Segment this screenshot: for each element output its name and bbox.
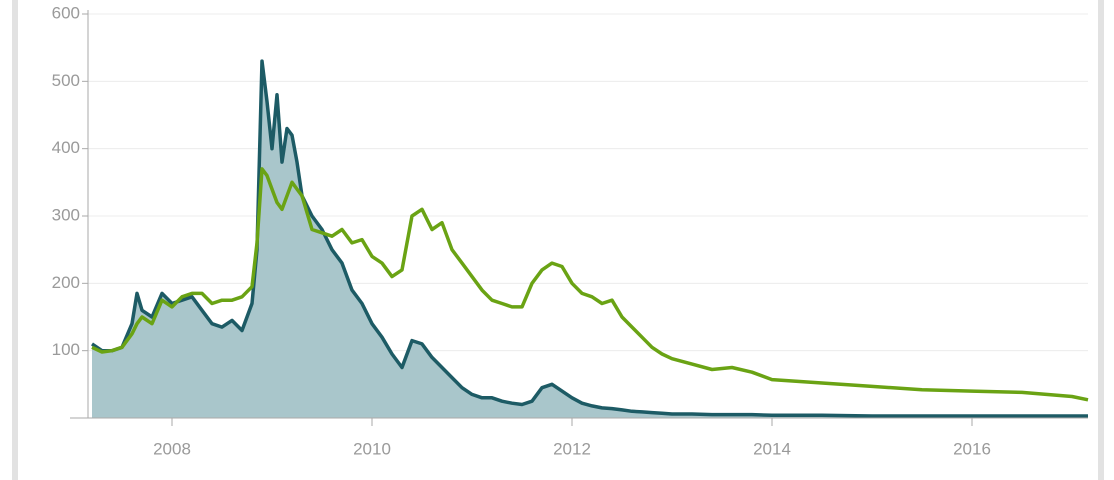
y-tick-label: 500 — [52, 71, 80, 90]
x-tick-label: 2014 — [753, 439, 791, 458]
x-tick-label: 2016 — [953, 439, 991, 458]
y-tick-label: 300 — [52, 205, 80, 224]
area — [92, 61, 1088, 418]
x-tick-label: 2010 — [353, 439, 391, 458]
frame-right — [1098, 0, 1104, 480]
y-tick-label: 200 — [52, 273, 80, 292]
line — [91, 59, 1088, 418]
line — [91, 167, 1089, 402]
y-tick-label: 600 — [52, 3, 80, 22]
y-tick-label: 100 — [52, 340, 80, 359]
frame-left — [12, 0, 18, 480]
y-tick-label: 400 — [52, 138, 80, 157]
x-tick-label: 2008 — [153, 439, 191, 458]
x-tick-label: 2012 — [553, 439, 591, 458]
